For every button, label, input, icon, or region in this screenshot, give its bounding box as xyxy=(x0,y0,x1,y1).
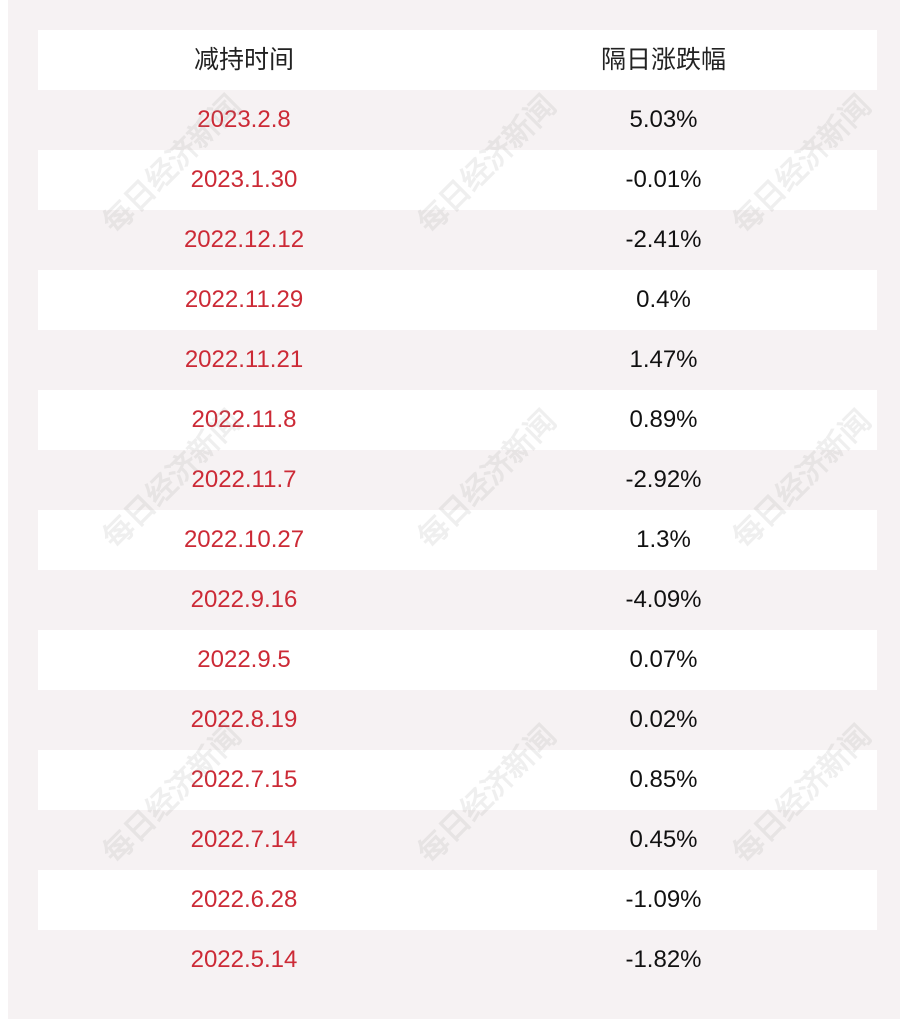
reduction-date-cell: 2022.12.12 xyxy=(183,226,305,253)
next-day-change-cell: -1.09% xyxy=(625,886,702,913)
next-day-change-cell: -0.01% xyxy=(625,166,702,193)
next-day-change-cell: 0.85% xyxy=(629,766,698,793)
table-row: 2022.9.5 0.07% xyxy=(38,630,877,690)
table-row: 2022.10.27 1.3% xyxy=(38,510,877,570)
reduction-date-cell: 2022.5.14 xyxy=(190,946,298,973)
table-row: 2022.11.21 1.47% xyxy=(38,330,877,390)
next-day-change-cell: -2.41% xyxy=(625,226,702,253)
next-day-change-cell: 0.02% xyxy=(629,706,698,733)
table-row: 2022.11.8 0.89% xyxy=(38,390,877,450)
reduction-date-cell: 2022.8.19 xyxy=(190,706,298,733)
table-row: 2022.6.28 -1.09% xyxy=(38,870,877,930)
table-body: 2023.2.8 5.03% 2023.1.30 -0.01% 2022.12.12 -2… xyxy=(38,90,877,990)
next-day-change-cell: 0.45% xyxy=(629,826,698,853)
next-day-change-cell: -2.92% xyxy=(625,466,702,493)
reduction-date-cell: 2022.7.15 xyxy=(190,766,298,793)
next-day-change-cell: 5.03% xyxy=(629,106,698,133)
reduction-date-cell: 2022.7.14 xyxy=(190,826,298,853)
reduction-date-cell: 2022.11.7 xyxy=(191,466,297,493)
table-row: 2022.11.7 -2.92% xyxy=(38,450,877,510)
table-row: 2022.11.29 0.4% xyxy=(38,270,877,330)
reduction-date-cell: 2022.6.28 xyxy=(190,886,298,913)
reduction-date-cell: 2022.9.16 xyxy=(190,586,298,613)
data-table: 减持时间 隔日涨跌幅 2023.2.8 5.03% 2023.1.30 -0.01% 2… xyxy=(38,30,877,990)
reduction-date-cell: 2022.11.8 xyxy=(191,406,297,433)
table-row: 2022.7.14 0.45% xyxy=(38,810,877,870)
table-row: 2023.2.8 5.03% xyxy=(38,90,877,150)
reduction-date-cell: 2023.1.30 xyxy=(190,166,298,193)
next-day-change-cell: 1.3% xyxy=(636,526,691,553)
reduction-date-cell: 2022.9.5 xyxy=(197,646,291,673)
table-row: 2022.9.16 -4.09% xyxy=(38,570,877,630)
next-day-change-cell: 0.89% xyxy=(629,406,698,433)
reduction-date-cell: 2022.10.27 xyxy=(183,526,305,553)
header-reduction-date: 减持时间 xyxy=(193,46,294,74)
table-row: 2022.7.15 0.85% xyxy=(38,750,877,810)
table-row: 2022.8.19 0.02% xyxy=(38,690,877,750)
next-day-change-cell: 1.47% xyxy=(629,346,698,373)
next-day-change-cell: 0.4% xyxy=(636,286,691,313)
header-next-day-change: 隔日涨跌幅 xyxy=(600,46,726,74)
table-row: 2022.12.12 -2.41% xyxy=(38,210,877,270)
next-day-change-cell: -4.09% xyxy=(625,586,702,613)
next-day-change-cell: -1.82% xyxy=(625,946,702,973)
table-header-row: 减持时间 隔日涨跌幅 xyxy=(38,30,877,90)
next-day-change-cell: 0.07% xyxy=(629,646,698,673)
table-row: 2023.1.30 -0.01% xyxy=(38,150,877,210)
reduction-date-cell: 2022.11.21 xyxy=(184,346,304,373)
reduction-date-cell: 2022.11.29 xyxy=(184,286,304,313)
reduction-date-cell: 2023.2.8 xyxy=(197,106,291,133)
table-row: 2022.5.14 -1.82% xyxy=(38,930,877,990)
